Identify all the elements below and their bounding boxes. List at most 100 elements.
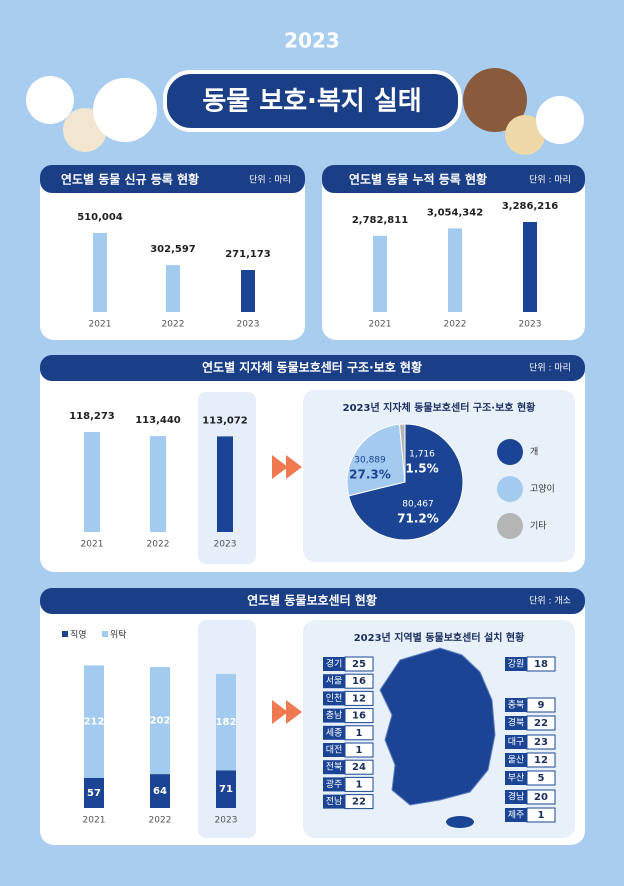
region-name: 경기	[326, 658, 343, 670]
region-name-box	[505, 808, 527, 822]
region-value: 1	[356, 745, 363, 756]
bar	[241, 269, 255, 312]
unit: 단위 : 마리	[529, 175, 571, 186]
region-value: 22	[534, 718, 548, 729]
region-value-box	[344, 725, 374, 741]
region-value-box	[526, 656, 556, 672]
region-value: 16	[352, 676, 366, 687]
region-value-box	[344, 742, 374, 758]
region-value-box	[526, 752, 556, 768]
segment-label: 202	[150, 716, 171, 727]
value-label: 1,716	[409, 450, 435, 460]
legend-icon	[497, 439, 523, 465]
region-value-box	[344, 759, 374, 775]
region-name: 서울	[326, 676, 343, 687]
legend-label: 개	[530, 447, 538, 458]
region-name-box	[505, 716, 527, 730]
x-label: 2023	[237, 320, 260, 330]
pie-slice	[348, 423, 464, 541]
value-label: 30,889	[354, 456, 386, 466]
region-value-box	[526, 807, 556, 823]
bar-segment	[216, 770, 236, 808]
region-value: 9	[538, 700, 545, 711]
region-name-box	[323, 657, 345, 671]
x-label: 2022	[149, 816, 172, 826]
segment-label: 212	[84, 717, 105, 728]
segment-label: 57	[87, 788, 101, 799]
region-name-box	[323, 794, 345, 809]
region-value-box	[526, 789, 556, 805]
region-value: 25	[352, 659, 366, 670]
region-name-box	[323, 691, 345, 706]
panel-title: 연도별 동물보호센터 현황	[247, 593, 377, 608]
animal-decor	[26, 68, 584, 155]
x-label: 2023	[214, 540, 237, 550]
value-label: 510,004	[77, 212, 123, 223]
region-name-box	[323, 725, 345, 740]
x-label: 2023	[519, 320, 542, 330]
region-value-box	[344, 656, 374, 672]
legend-label: 고양이	[530, 484, 555, 495]
x-label: 2021	[89, 320, 112, 330]
legend-icon	[497, 513, 523, 539]
region-value: 18	[534, 659, 548, 670]
region-value: 20	[534, 792, 548, 803]
region-value-box	[526, 734, 556, 750]
region-name-box	[323, 674, 345, 689]
main-title: 동물 보호·복지 실태	[202, 87, 421, 117]
region-name-box	[323, 760, 345, 775]
x-label: 2021	[369, 320, 392, 330]
region-value-box	[344, 673, 374, 689]
region-name-box	[323, 777, 345, 792]
bar-segment	[84, 777, 104, 808]
bar	[166, 265, 180, 312]
x-label: 2021	[83, 816, 106, 826]
bar-segment	[150, 667, 170, 775]
legend-label: 기타	[530, 521, 547, 532]
region-value-box	[344, 690, 374, 706]
region-name-box	[505, 698, 527, 712]
region-value: 12	[352, 693, 366, 704]
region-value: 5	[538, 773, 545, 784]
bar-segment	[216, 673, 236, 771]
region-name: 충남	[326, 710, 343, 721]
region-name-box	[505, 753, 527, 767]
map-title: 2023년 지역별 동물보호센터 설치 현황	[354, 631, 525, 644]
x-label: 2021	[81, 540, 104, 550]
x-label: 2022	[147, 540, 170, 550]
region-value-box	[344, 708, 374, 724]
bar	[84, 432, 100, 532]
value-label: 302,597	[150, 244, 196, 255]
segment-label: 64	[153, 786, 167, 797]
segment-label: 71	[219, 784, 233, 795]
unit: 단위 : 마리	[529, 363, 571, 374]
title-banner	[163, 70, 462, 132]
region-value: 1	[356, 728, 363, 739]
percent-label: 71.2%	[397, 512, 439, 526]
bar	[523, 222, 537, 312]
region-name: 부산	[508, 773, 525, 784]
region-name: 대전	[326, 745, 343, 756]
region-name-box	[505, 771, 527, 785]
legend-icon	[497, 476, 523, 502]
value-label: 118,273	[69, 411, 115, 422]
legend-swatch	[102, 631, 108, 637]
legend-label: 위탁	[110, 629, 127, 641]
percent-label: 27.3%	[349, 468, 391, 482]
region-name: 충북	[508, 700, 525, 711]
percent-label: 1.5%	[405, 462, 438, 476]
region-name-box	[323, 743, 345, 757]
region-name: 대구	[508, 737, 525, 748]
value-label: 2,782,811	[352, 215, 408, 226]
region-value: 12	[534, 755, 548, 766]
region-name: 광주	[326, 778, 343, 790]
region-value: 24	[352, 762, 366, 773]
region-value-box	[526, 715, 556, 731]
value-label: 271,173	[225, 249, 271, 260]
x-label: 2023	[215, 816, 238, 826]
panel-title: 연도별 동물 신규 등록 현황	[61, 172, 199, 187]
region-name: 세종	[326, 727, 343, 738]
region-name: 인천	[326, 693, 343, 704]
region-name-box	[505, 735, 527, 749]
